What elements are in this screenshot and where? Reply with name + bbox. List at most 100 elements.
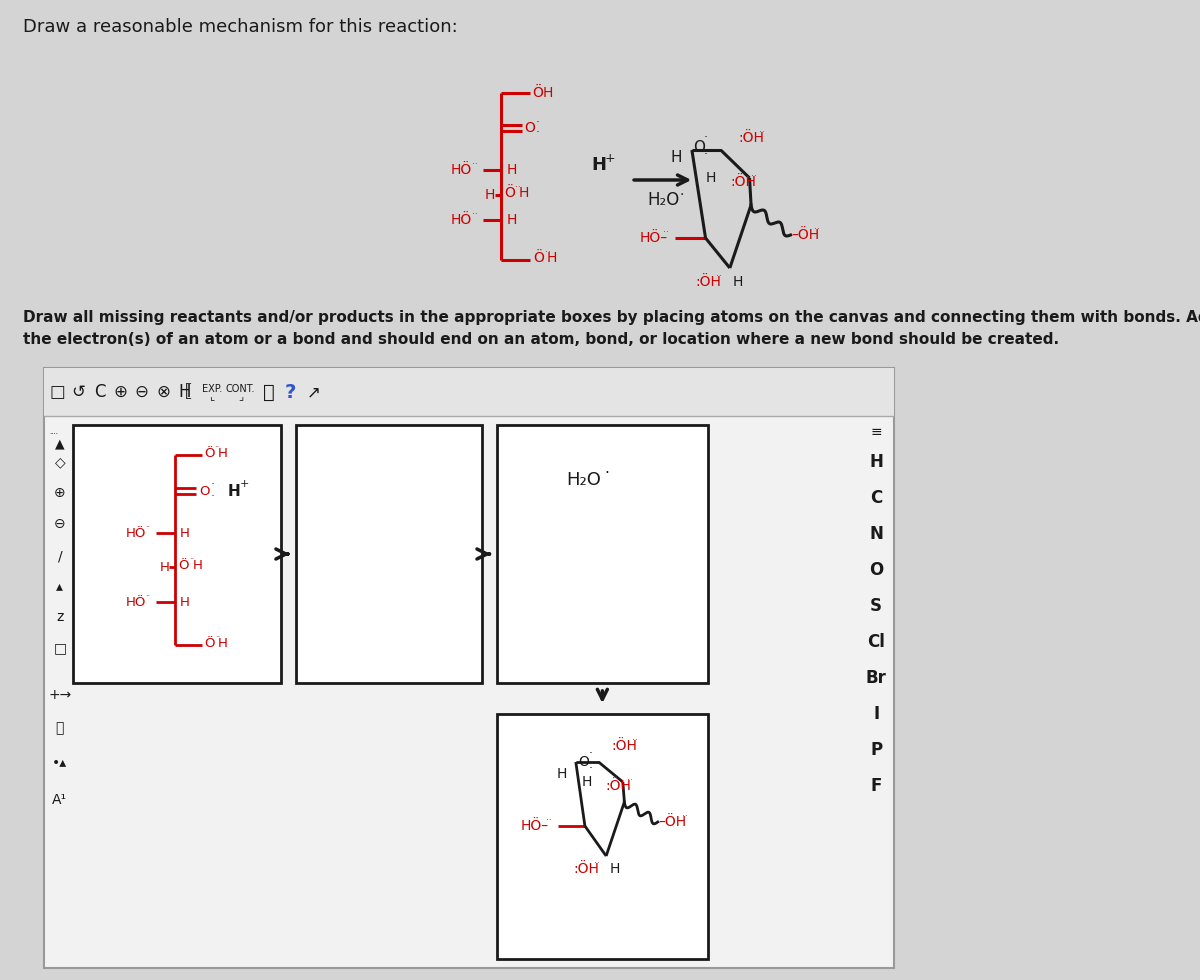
Text: ··: ·· [751,172,757,181]
Text: □: □ [53,641,66,655]
Text: H: H [671,151,683,166]
Text: ·: · [536,126,540,139]
Text: :ÖH: :ÖH [574,862,599,876]
Text: :ÖH: :ÖH [731,175,756,189]
Text: ·: · [605,466,610,480]
Text: •▴: •▴ [53,755,67,769]
Text: ⊕: ⊕ [54,486,66,500]
Text: ≡: ≡ [870,425,882,439]
Text: ··: ·· [535,81,541,90]
Text: I: I [874,705,880,723]
Text: H: H [581,775,592,789]
Text: H: H [160,561,169,573]
Text: ··: ·· [758,128,764,137]
Text: □: □ [49,383,65,401]
Text: ⤷: ⤷ [55,721,64,735]
Text: Ö: Ö [204,447,215,460]
Text: O: O [524,121,535,135]
Text: ··: ·· [190,556,194,564]
Text: ·: · [210,491,215,504]
Text: HÖ: HÖ [451,213,472,227]
Bar [497,425,708,683]
Text: ·: · [703,131,708,144]
Text: HÖ: HÖ [451,163,472,177]
Bar [44,368,894,968]
Text: H: H [706,171,716,185]
Text: ··: ·· [682,812,688,821]
Text: ··: ·· [215,633,221,643]
Bar [296,425,482,683]
Text: –ÖH: –ÖH [659,815,686,829]
Text: ⊖: ⊖ [134,383,149,401]
Text: ··: ·· [472,161,478,170]
Text: /: / [58,549,62,563]
Text: S: S [870,597,882,615]
Text: ↺: ↺ [71,383,85,401]
Text: EXP.: EXP. [202,384,222,394]
Text: H: H [506,163,516,177]
Text: H₂O: H₂O [647,191,679,209]
Text: ··: ·· [515,183,521,192]
Text: ··: ·· [814,225,820,234]
Bar [73,425,281,683]
Text: ⌞: ⌞ [209,392,215,402]
Text: Cl: Cl [868,633,886,651]
Text: ⊕: ⊕ [114,383,127,401]
Text: :ÖH: :ÖH [738,131,764,145]
Text: ··: ·· [545,249,551,258]
Text: ·: · [679,188,684,202]
Text: ....: .... [49,429,59,435]
Text: ▲: ▲ [55,437,65,451]
Text: ··: ·· [472,211,478,220]
Text: ··: ·· [594,859,600,868]
Text: ··: ·· [546,816,551,825]
Text: O: O [578,755,589,769]
Text: A¹: A¹ [53,793,67,807]
Text: ↗: ↗ [306,383,320,401]
Text: Ö: Ö [504,186,515,200]
Text: O: O [694,140,706,156]
Text: HÖ–: HÖ– [640,231,668,245]
Text: H: H [610,862,619,876]
Text: ·: · [210,478,215,492]
Bar [497,714,708,959]
Text: H: H [180,596,190,609]
Text: ⓘ: ⓘ [264,382,275,402]
Text: HÖ: HÖ [126,596,146,609]
Text: Ö: Ö [204,636,215,650]
Text: H: H [547,251,558,265]
Text: H: H [485,188,496,202]
Text: Draw a reasonable mechanism for this reaction:: Draw a reasonable mechanism for this rea… [23,18,457,36]
Text: N: N [869,525,883,543]
Text: H: H [217,447,227,460]
Text: z: z [56,610,64,624]
Text: :ÖH: :ÖH [612,739,637,753]
Text: ··: ·· [716,272,722,281]
Text: C: C [94,383,106,401]
Text: ·: · [703,149,708,162]
Text: O: O [869,561,883,579]
Text: ?: ? [284,382,296,402]
Text: Draw all missing reactants and/or products in the appropriate boxes by placing a: Draw all missing reactants and/or produc… [23,310,1200,325]
Text: H: H [557,767,566,781]
Text: ··: ·· [145,593,150,602]
Text: ··: ·· [664,228,668,237]
Text: H: H [592,156,607,174]
Text: H: H [542,86,553,100]
Text: C: C [870,489,882,507]
Text: ·: · [536,117,540,129]
Text: HÖ–: HÖ– [521,819,548,833]
Text: ⊖: ⊖ [54,517,66,531]
Text: ··: ·· [632,737,638,746]
Text: ◇: ◇ [55,455,65,469]
Text: P: P [870,741,882,759]
Text: +: + [240,479,248,489]
Text: O: O [199,484,209,498]
Text: F: F [870,777,882,795]
Text: ▴: ▴ [56,579,64,593]
Text: ·: · [588,748,593,760]
Text: ⌟: ⌟ [238,392,244,402]
Text: –ÖH: –ÖH [792,228,820,242]
Text: +→: +→ [48,688,72,702]
Text: the electron(s) of an atom or a bond and should end on an atom, bond, or locatio: the electron(s) of an atom or a bond and… [23,332,1058,347]
